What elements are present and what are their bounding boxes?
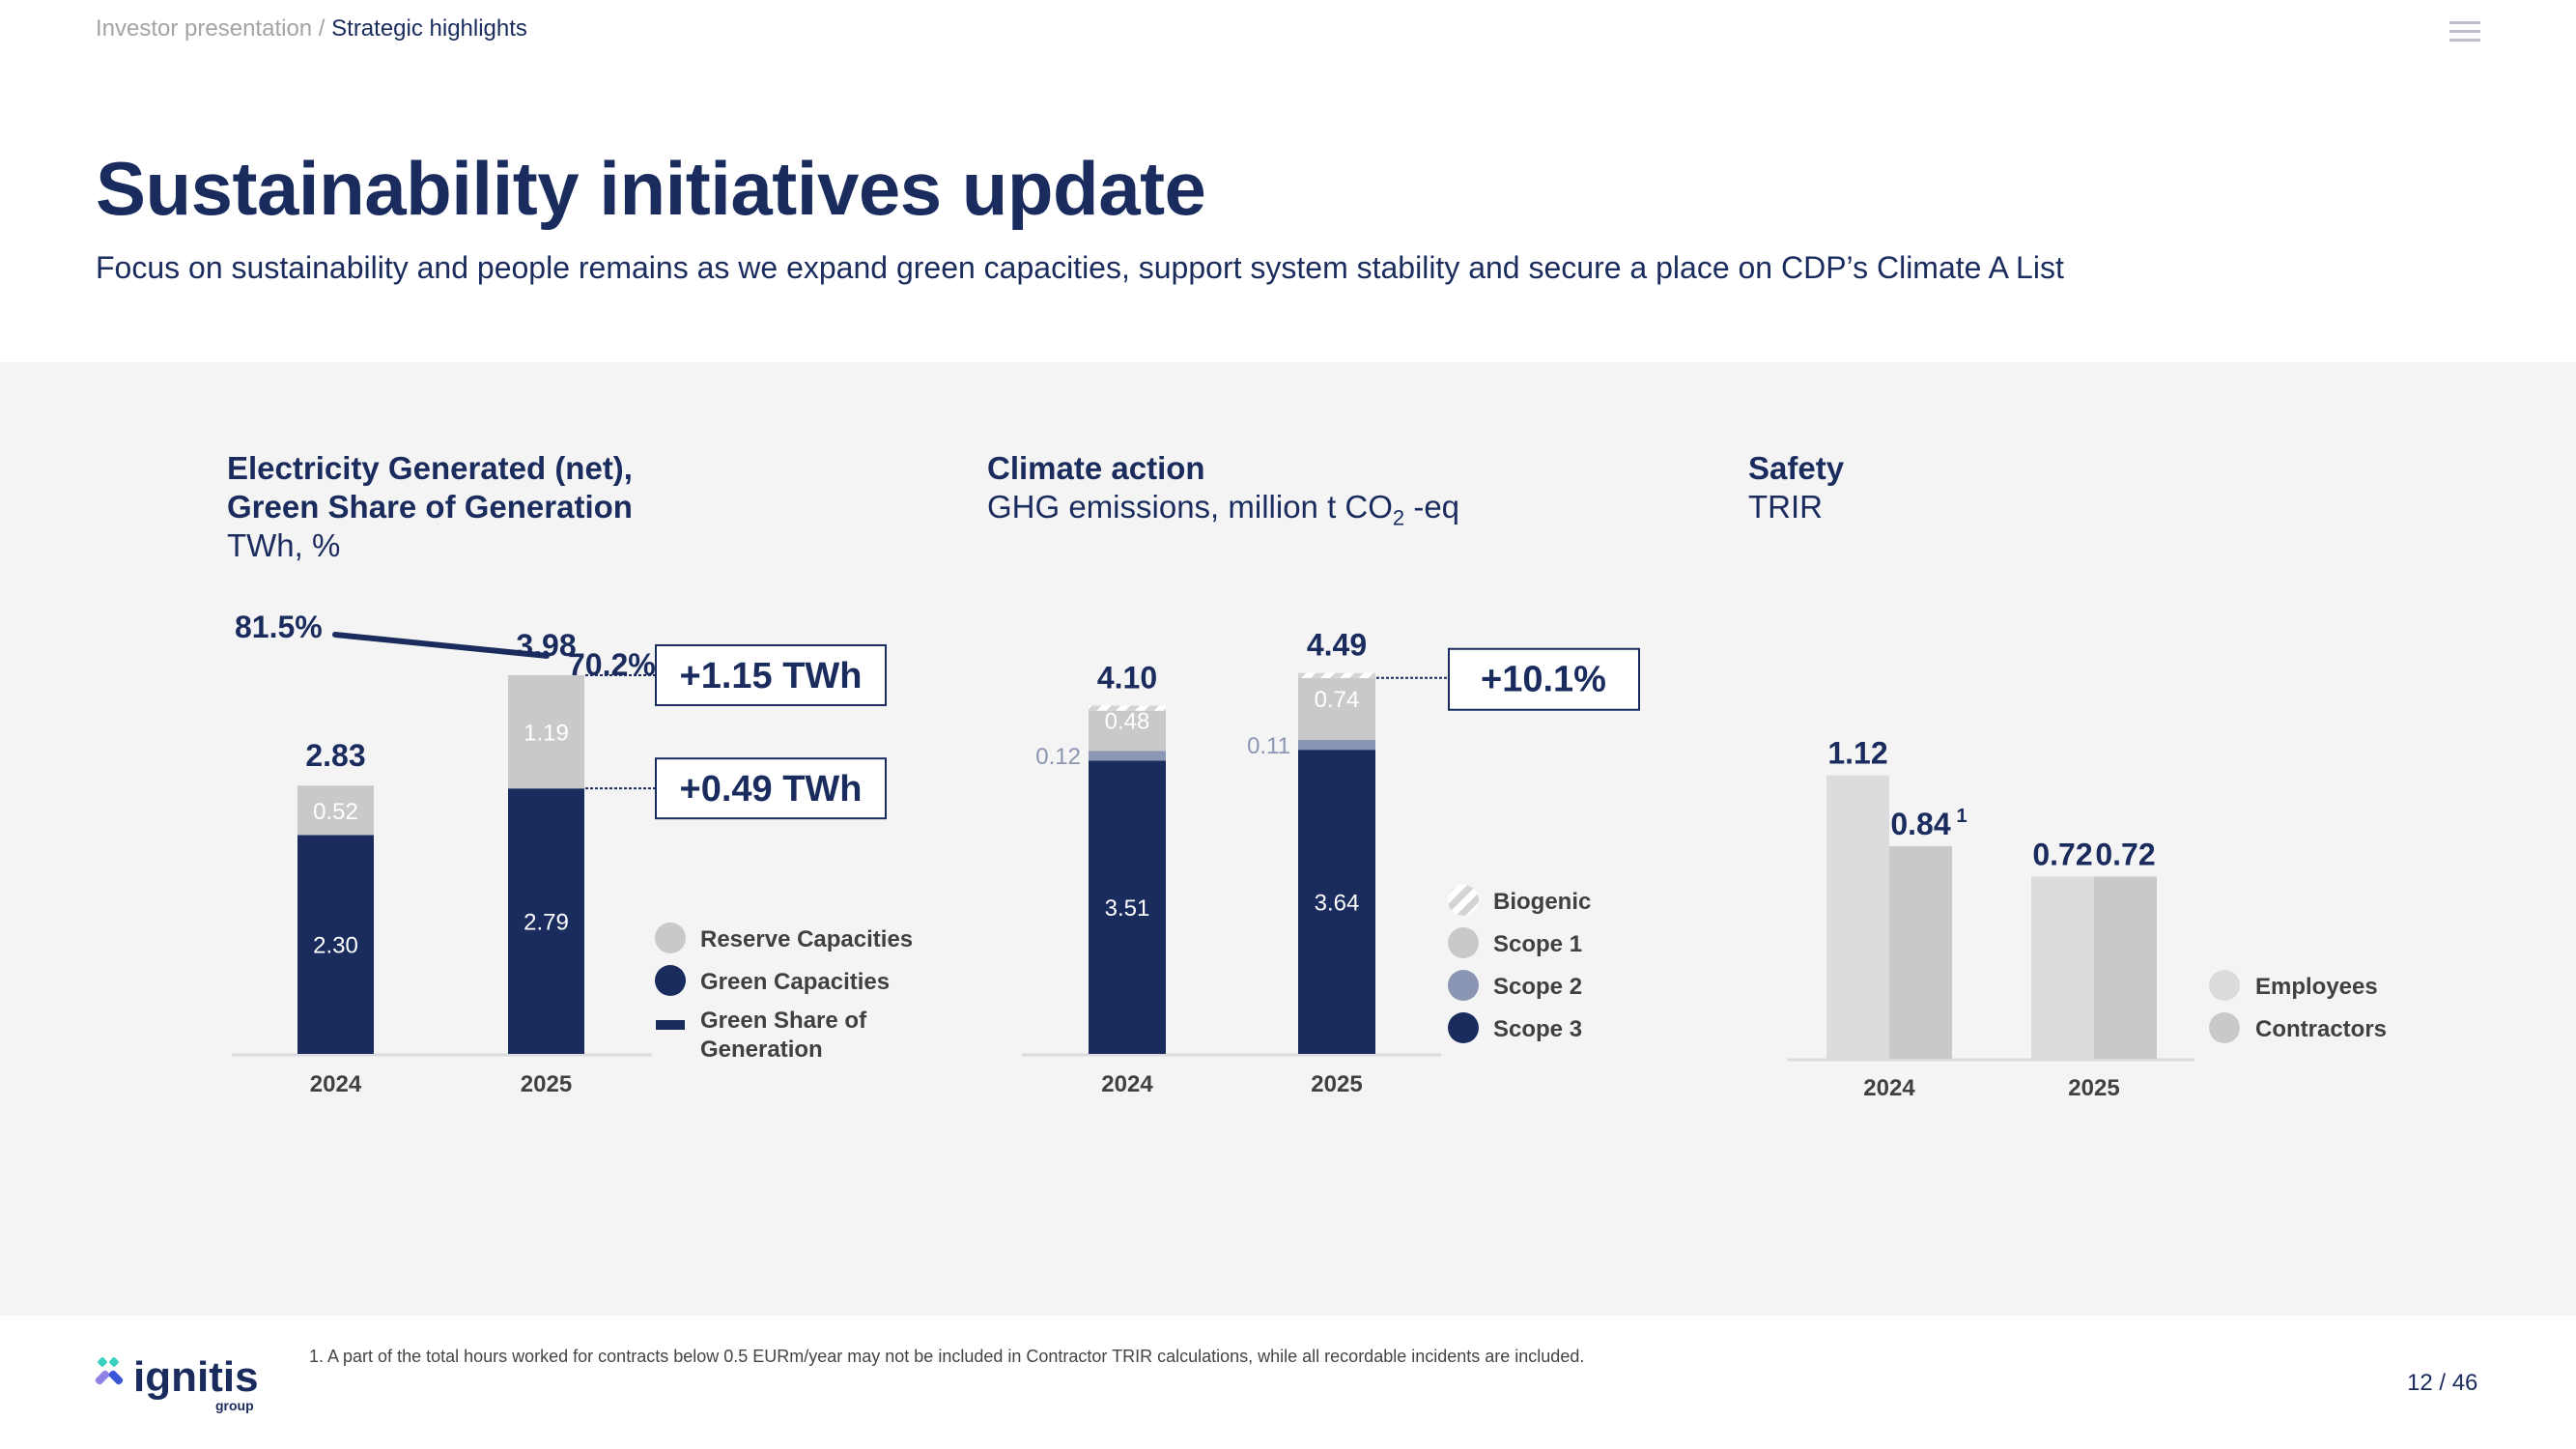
climate-scope2-label: 0.11 <box>1247 733 1290 759</box>
climate-scope2-label: 0.12 <box>1035 744 1081 770</box>
climate-segment-label: 3.51 <box>1105 895 1150 922</box>
climate-segment-label: 0.48 <box>1105 708 1150 734</box>
safety-value-label: 0.72 <box>2032 837 2092 871</box>
climate-unit: GHG emissions, million t CO2 -eq <box>987 488 1459 538</box>
breadcrumb: Investor presentation / Strategic highli… <box>96 15 527 43</box>
footnote-marker: 1 <box>1957 806 1967 827</box>
legend-green-share-icon <box>656 1020 685 1030</box>
electricity-total-label: 2.83 <box>305 738 365 773</box>
climate-bar-scope-2-2024 <box>1089 751 1166 761</box>
climate-bar-biogenic-2024 <box>1089 705 1166 711</box>
climate-bar-scope-3-2025 <box>1298 750 1375 1054</box>
electricity-category-label: 2025 <box>521 1071 572 1097</box>
safety-value-label: 1.12 <box>1827 736 1887 771</box>
annotation-box <box>655 643 887 706</box>
page-title: Sustainability initiatives update <box>96 146 1206 231</box>
safety-bar-contractors-2025 <box>2094 876 2157 1059</box>
green-share-label-2024: 81.5% <box>235 610 323 644</box>
safety-category-label: 2024 <box>1863 1075 1915 1101</box>
electricity-panel-heading: Electricity Generated (net), Green Share… <box>227 449 633 565</box>
annotation-label: +0.49 TWh <box>680 769 863 810</box>
annotation-label: +10.1% <box>1481 660 1606 700</box>
climate-total-label: 4.49 <box>1307 628 1367 663</box>
electricity-segment-label: 2.30 <box>313 933 358 959</box>
ignitis-logo: ignitis group <box>95 1352 269 1414</box>
climate-unit-sub: 2 <box>1392 505 1405 530</box>
legend-reserve-capacities-icon <box>655 923 686 953</box>
legend-label: Scope 3 <box>1493 1016 1582 1042</box>
safety-bar-employees-2025 <box>2031 876 2094 1059</box>
climate-bar-scope-2-2025 <box>1298 739 1375 751</box>
hamburger-menu-icon[interactable] <box>2449 21 2480 42</box>
green-share-label-2025: 70.2% <box>568 647 656 682</box>
safety-bar-employees-2024 <box>1826 775 1889 1059</box>
climate-panel-heading: Climate action GHG emissions, million t … <box>987 449 1459 538</box>
safety-panel-heading: Safety TRIR <box>1748 449 1844 526</box>
logo-wordmark: ignitis <box>133 1353 259 1401</box>
legend-employees-icon <box>2209 970 2240 1001</box>
annotation-label: +1.15 TWh <box>680 656 863 696</box>
electricity-bar-green-capacities-2024 <box>297 835 374 1054</box>
breadcrumb-parent[interactable]: Investor presentation / <box>96 15 332 42</box>
legend-scope1-icon <box>1448 927 1479 958</box>
annotation-box <box>1448 647 1640 711</box>
safety-title: Safety <box>1748 450 1845 486</box>
climate-title: Climate action <box>987 450 1205 486</box>
climate-unit-prefix: GHG emissions, million t CO <box>987 489 1393 525</box>
electricity-bar-reserve-capacities-2024 <box>297 785 374 836</box>
climate-segment-label: 3.64 <box>1315 891 1360 917</box>
climate-bar-scope-1-2024 <box>1089 710 1166 752</box>
ignitis-logo-mark-icon: ignitis group <box>95 1353 259 1413</box>
electricity-title-line1: Electricity Generated (net), <box>227 450 633 486</box>
legend-label: Green Capacities <box>700 969 890 995</box>
legend-label: Biogenic <box>1493 889 1591 915</box>
climate-bar-biogenic-2025 <box>1298 672 1375 678</box>
climate-bar-scope-1-2025 <box>1298 677 1375 740</box>
safety-value-label: 0.72 <box>2095 837 2155 871</box>
safety-bar-contractors-2024 <box>1889 845 1952 1059</box>
legend-label: Contractors <box>2255 1016 2387 1042</box>
footnote: 1. A part of the total hours worked for … <box>309 1347 1585 1366</box>
legend-green-capacities-icon <box>655 965 686 996</box>
legend-scope2-icon <box>1448 970 1479 1001</box>
electricity-unit: TWh, % <box>227 527 341 563</box>
legend-contractors-icon <box>2209 1012 2240 1043</box>
page-number: 12 / 46 <box>2407 1370 2478 1396</box>
electricity-segment-label: 1.19 <box>524 721 569 747</box>
climate-category-label: 2025 <box>1311 1071 1362 1097</box>
logo-sub: group <box>215 1398 254 1413</box>
safety-value-label: 0.84 <box>1890 807 1950 841</box>
legend-label: Generation <box>700 1037 823 1063</box>
electricity-title-line2: Green Share of Generation <box>227 489 633 525</box>
page-subtitle: Focus on sustainability and people remai… <box>96 250 2064 285</box>
content-band <box>0 362 2576 1316</box>
climate-total-label: 4.10 <box>1097 660 1157 695</box>
green-share-line <box>332 632 550 659</box>
electricity-segment-label: 2.79 <box>524 910 569 936</box>
annotation-box <box>655 757 887 820</box>
legend-label: Employees <box>2255 974 2378 1000</box>
safety-unit: TRIR <box>1748 489 1823 525</box>
legend-biogenic-icon <box>1448 885 1479 916</box>
breadcrumb-current: Strategic highlights <box>331 15 527 42</box>
climate-unit-suffix: -eq <box>1404 489 1460 525</box>
climate-category-label: 2024 <box>1101 1071 1153 1097</box>
legend-label: Reserve Capacities <box>700 926 913 952</box>
electricity-category-label: 2024 <box>310 1071 362 1097</box>
electricity-bar-reserve-capacities-2025 <box>508 674 584 789</box>
legend-label: Scope 1 <box>1493 931 1582 957</box>
legend-scope3-icon <box>1448 1012 1479 1043</box>
climate-bar-scope-3-2024 <box>1089 760 1166 1054</box>
electricity-segment-label: 0.52 <box>313 799 358 825</box>
legend-label: Green Share of <box>700 1008 867 1034</box>
climate-segment-label: 0.74 <box>1315 687 1360 713</box>
safety-category-label: 2025 <box>2068 1075 2119 1101</box>
legend-label: Scope 2 <box>1493 974 1582 1000</box>
electricity-bar-green-capacities-2025 <box>508 788 584 1054</box>
